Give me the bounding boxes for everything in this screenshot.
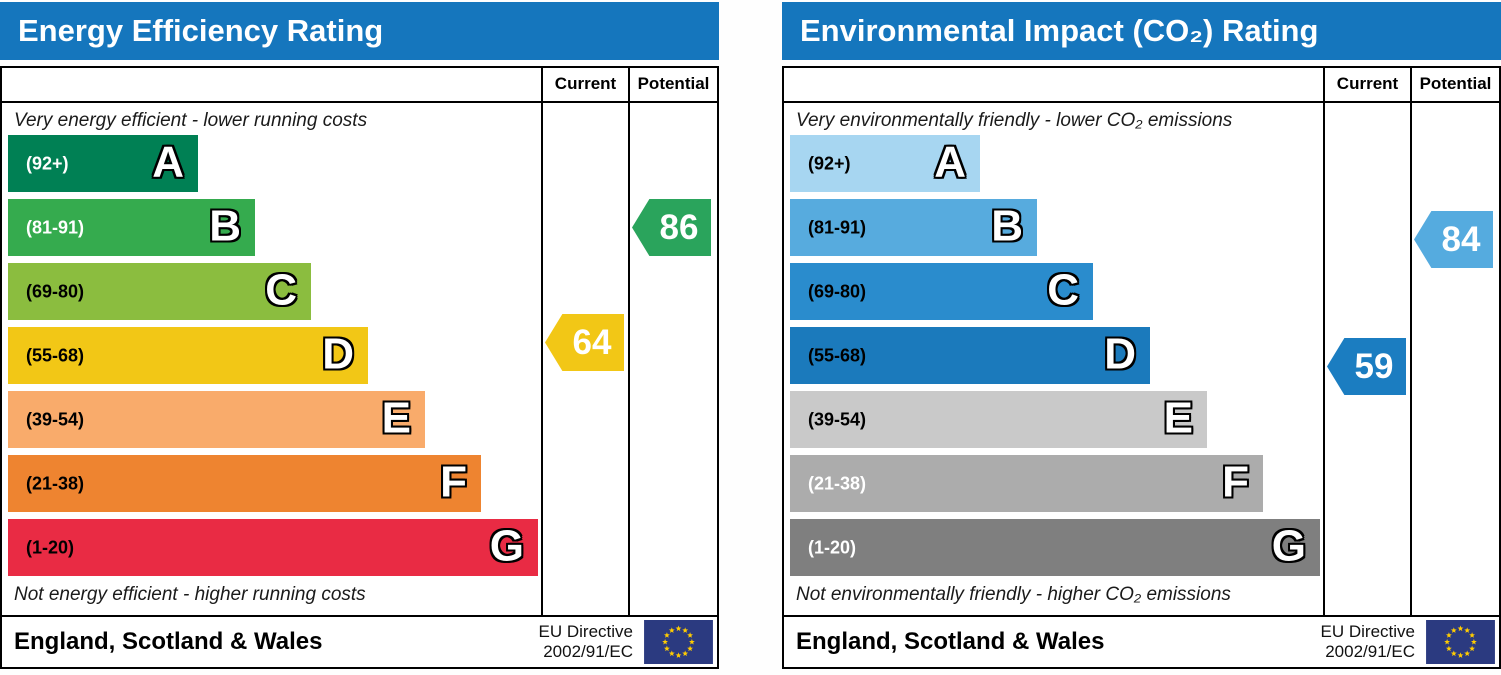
band-letter: G: [489, 521, 524, 571]
band-letter: D: [1104, 329, 1136, 379]
band-letter: A: [934, 137, 966, 187]
band-row-a: (92+) A: [784, 135, 1323, 192]
band-row-b: (81-91) B: [784, 199, 1323, 256]
potential-column-divider: [1410, 103, 1412, 615]
environmental-chart-body: Very environmentally friendly - lower CO…: [784, 103, 1499, 615]
band-letter: D: [322, 329, 354, 379]
eu-directive-line2: 2002/91/EC: [1325, 642, 1415, 661]
band-bar-f: (21-38) F: [790, 455, 1263, 512]
band-row-e: (39-54) E: [2, 391, 541, 448]
environmental-chart-footer: England, Scotland & Wales EU Directive 2…: [784, 615, 1499, 667]
region-label: England, Scotland & Wales: [796, 628, 1105, 655]
band-range-label: (39-54): [808, 409, 867, 429]
band-bar-d: (55-68) D: [790, 327, 1150, 384]
band-range-label: (69-80): [26, 281, 85, 301]
band-range-label: (55-68): [808, 345, 867, 365]
eu-flag-icon: [644, 620, 713, 664]
band-range-label: (21-38): [26, 473, 85, 493]
potential-rating-arrow: 86: [632, 199, 711, 256]
band-row-f: (21-38) F: [2, 455, 541, 512]
top-note: Very environmentally friendly - lower CO…: [796, 110, 1233, 131]
band-letter: E: [1163, 393, 1193, 443]
band-row-c: (69-80) C: [2, 263, 541, 320]
column-header-row: Current Potential: [784, 68, 1499, 103]
eu-directive-label: EU Directive 2002/91/EC: [1321, 622, 1415, 662]
current-rating-arrow: 59: [1327, 338, 1406, 395]
top-note: Very energy efficient - lower running co…: [14, 110, 368, 131]
current-rating-arrow: 64: [545, 314, 624, 371]
eu-directive-line2: 2002/91/EC: [543, 642, 633, 661]
band-letter: B: [209, 201, 241, 251]
potential-column-header: Potential: [1410, 68, 1499, 101]
band-row-d: (55-68) D: [784, 327, 1323, 384]
eu-directive-line1: EU Directive: [538, 621, 633, 641]
band-row-g: (1-20) G: [2, 519, 541, 576]
band-range-label: (55-68): [26, 345, 85, 365]
potential-column-header: Potential: [628, 68, 717, 101]
potential-column-divider: [628, 103, 630, 615]
band-bar-d: (55-68) D: [8, 327, 368, 384]
band-bar-b: (81-91) B: [790, 199, 1037, 256]
band-bar-c: (69-80) C: [8, 263, 311, 320]
band-letter: C: [265, 265, 297, 315]
band-range-label: (81-91): [808, 217, 867, 237]
band-row-c: (69-80) C: [784, 263, 1323, 320]
band-row-f: (21-38) F: [784, 455, 1323, 512]
band-range-label: (1-20): [808, 537, 857, 557]
energy-chart-footer: England, Scotland & Wales EU Directive 2…: [2, 615, 717, 667]
band-bar-a: (92+) A: [8, 135, 198, 192]
band-bar-a: (92+) A: [790, 135, 980, 192]
region-label: England, Scotland & Wales: [14, 628, 323, 655]
band-letter: C: [1047, 265, 1079, 315]
band-letter: F: [1222, 457, 1249, 507]
environmental-chart-frame: Current Potential Very environmentally f…: [782, 66, 1501, 669]
column-header-row: Current Potential: [2, 68, 717, 103]
band-row-b: (81-91) B: [2, 199, 541, 256]
band-bar-c: (69-80) C: [790, 263, 1093, 320]
band-bar-f: (21-38) F: [8, 455, 481, 512]
band-range-label: (39-54): [26, 409, 85, 429]
eu-directive-line1: EU Directive: [1320, 621, 1415, 641]
energy-chart-body: Very energy efficient - lower running co…: [2, 103, 717, 615]
environmental-impact-chart: Environmental Impact (CO₂) Rating Curren…: [782, 0, 1501, 675]
band-letter: G: [1271, 521, 1306, 571]
band-range-label: (1-20): [26, 537, 75, 557]
band-bar-b: (81-91) B: [8, 199, 255, 256]
band-letter: E: [381, 393, 411, 443]
current-column-divider: [1323, 103, 1325, 615]
band-row-a: (92+) A: [2, 135, 541, 192]
band-row-d: (55-68) D: [2, 327, 541, 384]
band-row-e: (39-54) E: [784, 391, 1323, 448]
energy-chart-frame: Current Potential Very energy efficient …: [0, 66, 719, 669]
energy-chart-title: Energy Efficiency Rating: [0, 2, 719, 60]
energy-efficiency-chart: Energy Efficiency Rating Current Potenti…: [0, 0, 719, 675]
bottom-note: Not environmentally friendly - higher CO…: [796, 584, 1231, 605]
current-column-header: Current: [1323, 68, 1410, 101]
bottom-note: Not energy efficient - higher running co…: [14, 584, 366, 605]
band-letter: F: [440, 457, 467, 507]
band-range-label: (81-91): [26, 217, 85, 237]
eu-directive-label: EU Directive 2002/91/EC: [539, 622, 633, 662]
band-row-g: (1-20) G: [784, 519, 1323, 576]
band-letter: A: [152, 137, 184, 187]
current-column-header: Current: [541, 68, 628, 101]
potential-rating-arrow: 84: [1414, 211, 1493, 268]
eu-flag-icon: [1426, 620, 1495, 664]
band-bar-g: (1-20) G: [8, 519, 538, 576]
environmental-chart-title: Environmental Impact (CO₂) Rating: [782, 2, 1501, 60]
band-bar-g: (1-20) G: [790, 519, 1320, 576]
band-letter: B: [991, 201, 1023, 251]
band-range-label: (21-38): [808, 473, 867, 493]
current-column-divider: [541, 103, 543, 615]
band-bar-e: (39-54) E: [8, 391, 425, 448]
band-bar-e: (39-54) E: [790, 391, 1207, 448]
band-range-label: (92+): [26, 153, 69, 173]
band-range-label: (69-80): [808, 281, 867, 301]
band-range-label: (92+): [808, 153, 851, 173]
